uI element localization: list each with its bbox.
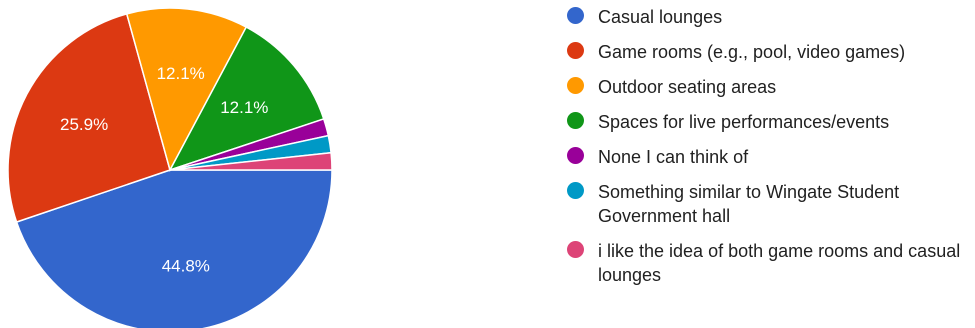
legend-swatch-icon [567, 147, 584, 164]
legend-label: Outdoor seating areas [598, 77, 777, 97]
pie-slice-6[interactable] [169, 151, 333, 171]
legend-item-4[interactable]: None I can think of [567, 145, 972, 169]
pie-chart: 44.8% 25.9% 12.1% 12.1% [7, 7, 333, 328]
legend-label: Casual lounges [598, 7, 723, 27]
legend-swatch-icon [567, 112, 584, 129]
pie-slice-label-3: 12.1% [220, 98, 268, 117]
legend-item-6[interactable]: i like the idea of both game rooms and c… [567, 239, 972, 287]
pie-slice-0[interactable] [15, 169, 333, 328]
pie-slice-label-1: 25.9% [60, 115, 108, 134]
legend-swatch-icon [567, 42, 584, 59]
legend-item-1[interactable]: Game rooms (e.g., pool, video games) [567, 40, 972, 64]
pie-slice-3[interactable] [168, 26, 325, 172]
legend-item-5[interactable]: Something similar to Wingate Student Gov… [567, 180, 972, 228]
pie-slice-label-0: 44.8% [162, 256, 210, 275]
legend-swatch-icon [567, 77, 584, 94]
legend-label: Game rooms (e.g., pool, video games) [598, 42, 906, 62]
legend-swatch-icon [567, 241, 584, 258]
legend-item-3[interactable]: Spaces for live performances/events [567, 110, 972, 134]
legend-item-0[interactable]: Casual lounges [567, 5, 972, 29]
legend-swatch-icon [567, 7, 584, 24]
pie-slice-2[interactable] [125, 7, 248, 173]
legend-label: Spaces for live performances/events [598, 112, 890, 132]
legend-item-2[interactable]: Outdoor seating areas [567, 75, 972, 99]
pie-slice-1[interactable] [7, 12, 171, 223]
legend-label: Something similar to Wingate Student Gov… [598, 182, 900, 226]
legend-label: None I can think of [598, 147, 749, 167]
legend-swatch-icon [567, 182, 584, 199]
legend-label: i like the idea of both game rooms and c… [598, 241, 961, 285]
chart-legend: Casual lounges Game rooms (e.g., pool, vi… [567, 5, 972, 298]
pie-slice-label-2: 12.1% [157, 64, 205, 83]
